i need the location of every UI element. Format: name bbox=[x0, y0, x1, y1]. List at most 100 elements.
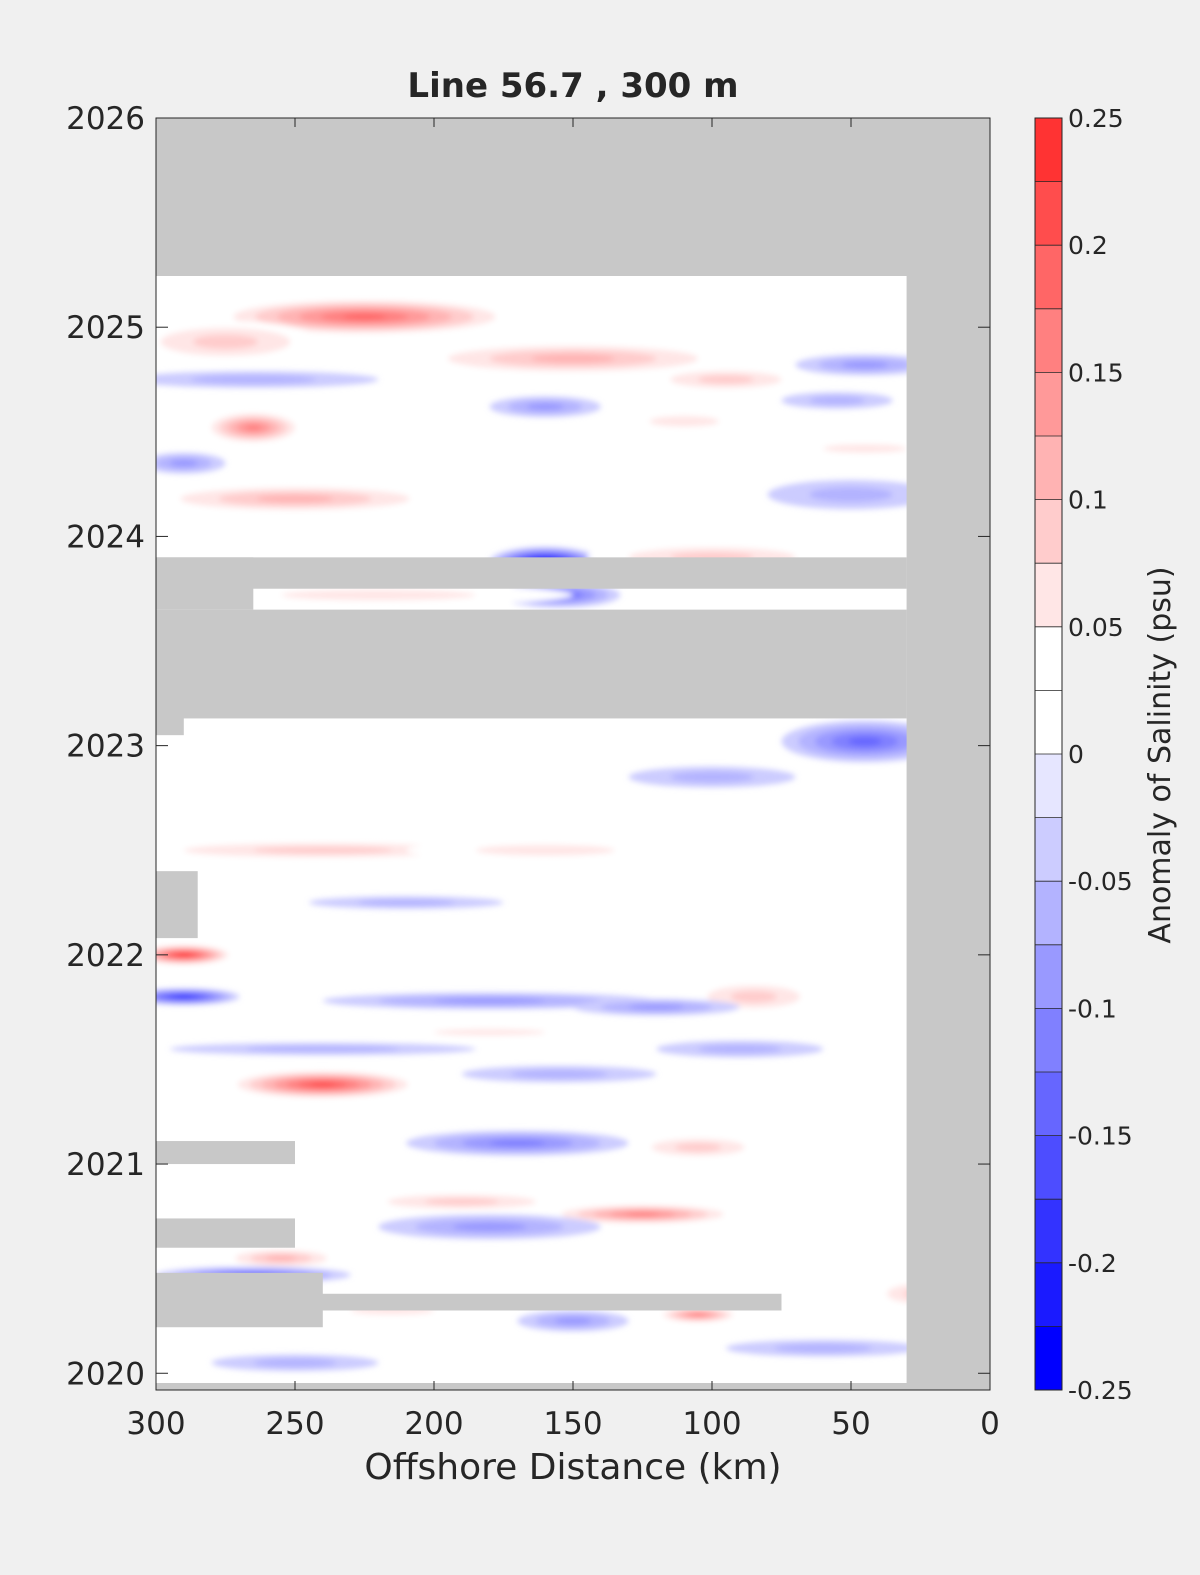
anomaly-contour bbox=[531, 354, 615, 363]
anomaly-contour bbox=[841, 361, 889, 369]
colorbar-tick-label: 0.25 bbox=[1068, 104, 1124, 133]
colorbar-label: Anomaly of Salinity (psu) bbox=[1143, 566, 1178, 943]
anomaly-contour bbox=[698, 1044, 782, 1054]
anomaly-contour bbox=[730, 991, 777, 1003]
anomaly-contour bbox=[253, 1358, 337, 1367]
no-data-region bbox=[156, 1141, 295, 1165]
colorbar-segment bbox=[1035, 690, 1062, 754]
colorbar-segment bbox=[1035, 436, 1062, 500]
anomaly-contour bbox=[774, 1343, 872, 1353]
no-data-region bbox=[156, 557, 907, 589]
colorbar: -0.25 -0.2 -0.15 -0.1 -0.05 0 0.05 0.1 0.15 0.2 0.… bbox=[1034, 104, 1133, 1405]
anomaly-contour bbox=[342, 314, 387, 320]
anomaly-contour bbox=[246, 1045, 400, 1053]
anomaly-contour bbox=[244, 424, 262, 431]
colorbar-tick-label: -0.15 bbox=[1068, 1122, 1133, 1151]
colorbar-segment bbox=[1035, 563, 1062, 627]
anomaly-contour bbox=[489, 1139, 546, 1147]
anomaly-contour bbox=[175, 995, 192, 998]
anomaly-contour bbox=[169, 459, 198, 467]
colorbar-tick-label: -0.25 bbox=[1068, 1376, 1133, 1405]
y-tick-label: 2021 bbox=[66, 1147, 145, 1183]
colorbar-tick-label: 0 bbox=[1068, 740, 1084, 769]
anomaly-contour bbox=[178, 953, 190, 957]
colorbar-tick-label: -0.2 bbox=[1068, 1249, 1117, 1278]
no-data-region bbox=[156, 118, 990, 275]
colorbar-segment bbox=[1035, 1262, 1062, 1327]
anomaly-contour bbox=[887, 1284, 907, 1303]
colorbar-segment bbox=[1035, 181, 1062, 246]
colorbar-segment bbox=[1035, 308, 1062, 373]
x-axis-label: Offshore Distance (km) bbox=[364, 1447, 781, 1488]
anomaly-contour bbox=[809, 396, 865, 405]
x-tick-label: 150 bbox=[543, 1406, 602, 1442]
no-data-region bbox=[156, 871, 198, 939]
anomaly-contour bbox=[691, 1313, 706, 1317]
x-tick-label: 100 bbox=[682, 1406, 741, 1442]
anomaly-contour bbox=[452, 1222, 527, 1231]
anomaly-contour bbox=[510, 1069, 608, 1079]
colorbar-segment bbox=[1035, 1199, 1062, 1263]
x-tick-label: 50 bbox=[831, 1406, 870, 1442]
anomaly-contour bbox=[903, 1290, 907, 1297]
anomaly-contour bbox=[265, 1255, 297, 1261]
anomaly-contour bbox=[674, 1143, 722, 1152]
y-tick-label: 2020 bbox=[66, 1356, 145, 1392]
colorbar-segment bbox=[1035, 118, 1062, 182]
colorbar-segment bbox=[1035, 499, 1062, 564]
no-data-region bbox=[156, 1293, 782, 1311]
y-axis: 2020 2021 2022 2023 2024 2025 2026 bbox=[66, 101, 990, 1392]
anomaly-contour bbox=[626, 1212, 659, 1217]
anomaly-contour bbox=[628, 1004, 685, 1010]
no-data-region bbox=[156, 1218, 295, 1248]
colorbar-segment bbox=[1035, 1072, 1062, 1136]
y-tick-label: 2025 bbox=[66, 310, 145, 346]
colorbar-tick-label: 0.2 bbox=[1068, 231, 1108, 260]
anomaly-contour bbox=[698, 375, 754, 384]
colorbar-segment bbox=[1035, 1135, 1062, 1200]
anomaly-contour bbox=[424, 1198, 499, 1206]
x-tick-label: 250 bbox=[265, 1406, 324, 1442]
missing-data-regions bbox=[156, 118, 990, 1390]
anomaly-contour bbox=[190, 375, 316, 384]
colorbar-segment bbox=[1035, 626, 1062, 691]
y-tick-label: 2022 bbox=[66, 938, 145, 974]
colorbar-tick-label: -0.05 bbox=[1068, 867, 1133, 896]
colorbar-tick-label: 0.1 bbox=[1068, 486, 1108, 515]
colorbar-segment bbox=[1035, 1326, 1062, 1390]
x-tick-label: 0 bbox=[980, 1406, 1000, 1442]
anomaly-contour bbox=[193, 334, 258, 349]
colorbar-segment bbox=[1035, 1008, 1062, 1072]
no-data-region bbox=[906, 118, 990, 1390]
x-axis: 300 250 200 150 100 50 0 bbox=[126, 118, 1000, 1442]
colorbar-segment bbox=[1035, 245, 1062, 309]
colorbar-tick-label: 0.05 bbox=[1068, 613, 1124, 642]
colorbar-segment bbox=[1035, 372, 1062, 436]
no-data-region bbox=[156, 557, 254, 610]
colorbar-segment bbox=[1035, 817, 1062, 882]
y-tick-label: 2023 bbox=[66, 729, 145, 765]
anomaly-contour bbox=[823, 444, 907, 453]
colorbar-tick-label: 0.15 bbox=[1068, 358, 1124, 387]
anomaly-contour bbox=[526, 403, 564, 411]
anomaly-contour bbox=[253, 846, 393, 854]
anomaly-contour bbox=[809, 487, 893, 502]
chart-title: Line 56.7 , 300 m bbox=[407, 66, 738, 106]
colorbar-tick-label: -0.1 bbox=[1068, 994, 1117, 1023]
anomaly-contour bbox=[357, 899, 455, 906]
y-tick-label: 2026 bbox=[66, 101, 145, 137]
anomaly-contour bbox=[848, 737, 882, 746]
no-data-region bbox=[156, 609, 907, 719]
anomaly-contour bbox=[649, 416, 719, 427]
anomaly-contour bbox=[281, 589, 476, 601]
anomaly-contour bbox=[554, 1317, 592, 1325]
x-tick-label: 200 bbox=[404, 1406, 463, 1442]
anomaly-contour bbox=[256, 495, 334, 503]
x-tick-label: 300 bbox=[126, 1406, 185, 1442]
no-data-region bbox=[156, 714, 184, 736]
anomaly-contour bbox=[434, 1029, 546, 1036]
colorbar-segment bbox=[1035, 754, 1062, 818]
anomaly-contour bbox=[475, 845, 615, 856]
colorbar-segment bbox=[1035, 944, 1062, 1009]
